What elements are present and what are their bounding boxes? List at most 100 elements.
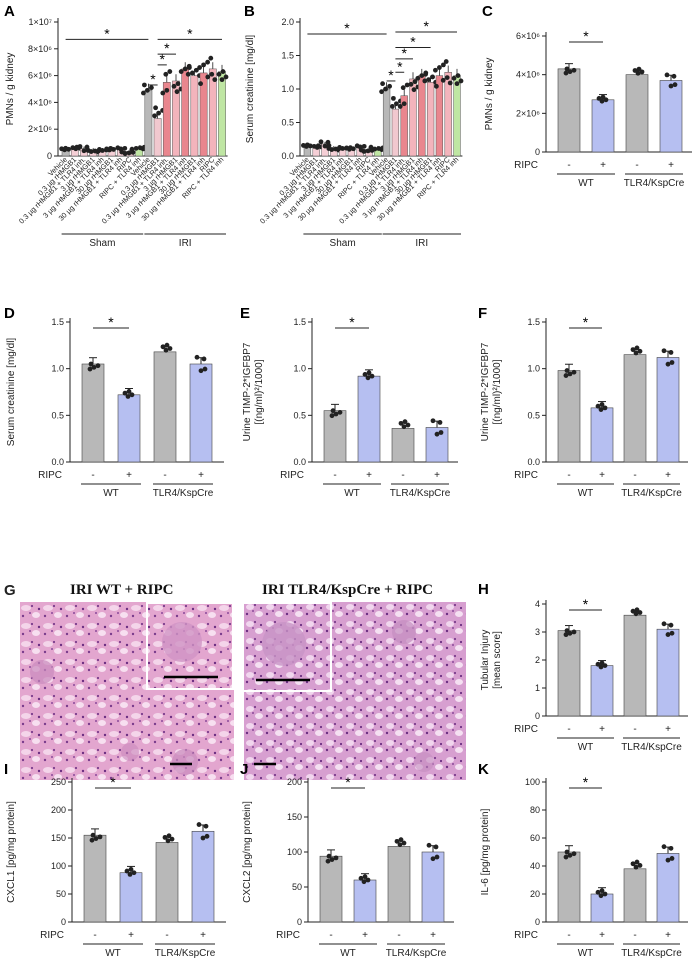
data-point <box>337 145 342 150</box>
data-point <box>400 85 406 91</box>
data-point <box>563 854 569 860</box>
data-point <box>128 866 134 872</box>
ripc-sign: + <box>599 724 605 735</box>
ripc-sign: - <box>633 930 636 941</box>
group-label: WT <box>578 948 594 959</box>
bar <box>557 68 581 153</box>
y-axis-label: CXCL2 [pg/mg protein] <box>242 801 253 903</box>
bar <box>81 363 105 463</box>
data-point <box>337 409 343 415</box>
y-tick-label: 1.0 <box>293 364 306 374</box>
bar <box>557 851 581 923</box>
bar <box>218 71 226 157</box>
y-tick-label: 150 <box>287 812 302 822</box>
data-point <box>167 69 173 74</box>
bar <box>357 375 381 463</box>
chart-j: J CXCL2 [pg/mg protein] 0 50 100 150 200 * RIPC -… <box>240 761 454 959</box>
data-point <box>455 73 461 78</box>
data-point <box>198 368 204 374</box>
data-point <box>198 81 204 87</box>
data-point <box>661 621 667 627</box>
y-axis-label: PMNs / g kidney <box>5 53 16 126</box>
data-point <box>362 874 368 880</box>
data-point <box>77 144 83 149</box>
significance-star: * <box>345 774 351 790</box>
y-axis-label: Tubular Injury <box>480 630 491 691</box>
data-point <box>630 608 636 614</box>
data-point <box>344 145 349 151</box>
ripc-sign: - <box>91 470 94 481</box>
data-point <box>153 105 159 111</box>
data-point <box>182 66 188 72</box>
group-label: IRI <box>179 238 192 249</box>
data-point <box>131 870 137 876</box>
data-point <box>164 342 170 348</box>
y-tick-label: 50 <box>56 889 66 899</box>
data-point <box>209 71 215 77</box>
data-point <box>397 104 403 109</box>
ripc-label: RIPC <box>514 470 538 481</box>
data-point <box>87 366 93 372</box>
y-tick-label: 1.0 <box>527 364 540 374</box>
y-tick-label: 4×10⁶ <box>28 97 52 107</box>
data-point <box>204 833 210 839</box>
y-axis-label: Serum creatinine [mg/dl] <box>6 338 17 447</box>
data-point <box>405 422 411 428</box>
significance-star: * <box>349 314 355 330</box>
y-axis-label: Serum creatinine [mg/dl] <box>245 35 256 144</box>
ripc-label: RIPC <box>38 470 62 481</box>
bar <box>191 830 215 923</box>
data-point <box>122 145 128 151</box>
data-point <box>197 65 203 70</box>
bar <box>153 351 177 463</box>
data-point <box>185 71 191 77</box>
data-point <box>160 90 166 96</box>
y-axis-label: Urine TIMP-2*IGFBP7 <box>480 342 491 441</box>
y-tick-label: 200 <box>287 777 302 787</box>
data-point <box>163 71 169 77</box>
data-point <box>329 413 335 419</box>
bar <box>659 80 683 153</box>
ripc-sign: - <box>165 930 168 941</box>
data-point <box>212 77 218 83</box>
data-point <box>668 845 674 851</box>
group-label: WT <box>105 948 121 959</box>
data-point <box>365 148 371 154</box>
group-label: TLR4/KspCre <box>621 742 682 753</box>
data-point <box>366 370 372 376</box>
ripc-sign: - <box>397 930 400 941</box>
bar <box>387 846 411 923</box>
bar <box>181 68 190 157</box>
data-point <box>315 143 321 149</box>
data-point <box>325 858 331 864</box>
y-tick-label: 0 <box>47 151 52 161</box>
ripc-sign: - <box>567 930 570 941</box>
panel-letter: I <box>4 761 8 778</box>
data-point <box>671 73 677 79</box>
bar <box>425 427 449 463</box>
significance-star: * <box>401 45 407 61</box>
y-tick-label: 2×10⁶ <box>28 124 52 134</box>
data-point <box>437 65 442 70</box>
y-tick-label: 1.5 <box>293 317 306 327</box>
data-point <box>397 842 403 848</box>
data-point <box>187 65 192 70</box>
significance-star: * <box>423 18 429 34</box>
data-point <box>564 66 570 72</box>
bar <box>656 357 680 463</box>
ripc-sign: + <box>126 470 132 481</box>
data-point <box>137 145 143 151</box>
group-label: TLR4/KspCre <box>390 488 451 499</box>
chart-d: D Serum creatinine [mg/dl] 0.0 0.5 1.0 1.5 * RI… <box>4 305 224 499</box>
y-axis-label: IL-6 [pg/mg protein] <box>480 808 491 895</box>
data-point <box>661 844 667 850</box>
data-point <box>167 346 173 351</box>
chart-h: H Tubular Injury [mean score] 0 1 2 3 4 * RIPC - + -… <box>478 581 688 753</box>
data-point <box>564 628 570 633</box>
data-point <box>162 835 168 840</box>
data-point <box>90 832 96 838</box>
panel-letter: C <box>482 3 493 20</box>
data-point <box>171 83 177 89</box>
data-point <box>595 889 601 895</box>
data-point <box>149 85 154 91</box>
